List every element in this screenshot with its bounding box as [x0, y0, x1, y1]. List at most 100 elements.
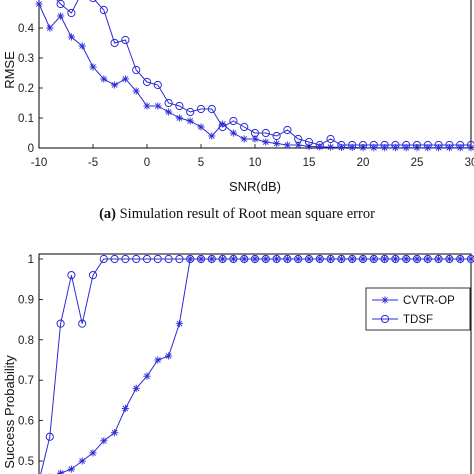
success-series-1-point — [143, 372, 151, 380]
success-series-1-point — [67, 465, 75, 473]
rmse-x-tick-label: 10 — [249, 157, 262, 169]
success-series-2-point — [175, 254, 184, 264]
rmse-series-1-point — [100, 75, 108, 83]
rmse-series-2-point — [294, 134, 303, 144]
success-series-2-point — [67, 271, 76, 280]
success-series-2-point — [337, 254, 346, 264]
rmse-series-2-point — [402, 140, 411, 150]
success-series-2-point — [304, 254, 314, 264]
success-series-2-point — [218, 254, 227, 264]
rmse-y-ticks: 0 0.1 0.2 0.3 0.4 — [18, 23, 43, 155]
rmse-x-tick-label: -5 — [88, 157, 98, 169]
success-series-2-point — [250, 254, 260, 264]
success-series-2-point — [186, 254, 195, 264]
legend-box — [365, 287, 471, 331]
caption-text: Simulation result of Root mean square er… — [116, 206, 375, 222]
rmse-series-2-point — [99, 5, 108, 15]
success-series-2-point — [348, 254, 357, 264]
rmse-y-tick-label: 0.3 — [18, 53, 34, 65]
rmse-series-2-point — [315, 140, 324, 150]
rmse-x-tick-label: 15 — [303, 157, 316, 169]
rmse-series-2-point — [326, 134, 335, 144]
success-y-ticks: 0.5 0.6 0.7 0.8 0.9 1 — [18, 254, 43, 468]
rmse-y-tick-label: 0.2 — [18, 83, 34, 95]
rmse-series-1-point — [165, 108, 173, 116]
success-y-tick-label: 0.5 — [18, 456, 34, 468]
success-series-2-point — [99, 254, 108, 264]
rmse-series-1-point — [35, 0, 43, 8]
success-series-2-point — [272, 254, 281, 264]
rmse-y-tick-label: 0 — [28, 143, 34, 155]
success-y-tick-label: 0.6 — [18, 416, 34, 428]
success-series-1-point — [100, 437, 108, 445]
success-series-2-point — [240, 254, 249, 264]
rmse-series-1-point — [111, 81, 119, 89]
rmse-series-1-point — [435, 144, 443, 152]
rmse-x-tick-label: -10 — [31, 157, 48, 169]
rmse-series-1-point — [283, 141, 291, 149]
rmse-series-2-point — [67, 8, 76, 18]
legend-marker-2 — [380, 314, 390, 324]
success-series-2-point — [402, 254, 411, 264]
success-series-1-point — [175, 320, 183, 328]
rmse-series-1-point — [121, 75, 129, 83]
rmse-series-2-point — [445, 140, 454, 150]
success-series-2-point — [456, 254, 465, 264]
success-series-2-point — [326, 254, 335, 264]
rmse-series-2-point — [250, 128, 260, 138]
success-series-2-point — [142, 254, 152, 264]
rmse-x-tick-label: 30 — [465, 157, 474, 169]
success-series-1-point — [154, 356, 162, 364]
success-y-tick-label: 0.7 — [18, 375, 34, 387]
success-series-2-point — [391, 254, 400, 264]
rmse-series-2-point — [412, 140, 422, 150]
legend-marker-1 — [381, 296, 389, 304]
rmse-series-2-point — [369, 140, 378, 150]
rmse-series-1-point — [154, 102, 162, 110]
rmse-series-1-point — [67, 33, 75, 41]
rmse-series-1-point — [208, 132, 216, 140]
success-series-2-point — [283, 254, 292, 264]
rmse-series-2-point — [358, 140, 368, 150]
rmse-series-2-point — [261, 128, 270, 138]
success-series-2-point — [445, 254, 454, 264]
success-series-2-point — [132, 254, 141, 264]
rmse-series-2-point — [186, 107, 195, 117]
success-series-2-point — [78, 319, 87, 328]
success-series-2-point — [358, 254, 368, 264]
success-series-2-point — [153, 254, 162, 264]
success-series-1-point — [132, 384, 140, 392]
success-series-2-point — [207, 254, 216, 264]
rmse-series-1-point — [273, 139, 281, 148]
success-y-tick-label: 1 — [28, 254, 34, 266]
success-series-2-point — [423, 254, 432, 264]
rmse-x-tick-label: 5 — [198, 157, 204, 169]
rmse-plot-frame — [38, 0, 472, 149]
success-series-2-point — [45, 432, 54, 441]
rmse-x-tick-label: 0 — [144, 157, 150, 169]
success-plot-frame — [38, 253, 472, 474]
success-series-2-point — [369, 254, 378, 264]
rmse-series-2-point — [132, 65, 141, 75]
success-series-2-point — [261, 254, 270, 264]
rmse-series-2-point — [218, 122, 227, 132]
rmse-series-2-point — [272, 131, 281, 141]
rmse-series-2-point — [240, 122, 249, 132]
success-series-1-point — [121, 404, 129, 413]
rmse-series-1-point — [46, 24, 54, 32]
rmse-series-2-point — [229, 116, 238, 126]
success-series-1-point — [111, 429, 119, 437]
legend: CVTR-OP TDSF — [365, 287, 471, 331]
success-series-2-point — [56, 319, 65, 328]
rmse-series-2-point — [456, 140, 465, 150]
rmse-series-1-point — [327, 143, 335, 151]
rmse-series-1-point — [229, 129, 237, 137]
success-series-2-point — [315, 254, 324, 264]
rmse-series-1-point — [132, 87, 140, 95]
rmse-series-2-point — [348, 140, 357, 150]
rmse-y-axis-label: RMSE — [2, 51, 17, 89]
rmse-series-2-point — [121, 35, 130, 45]
rmse-series-1-point — [175, 114, 183, 122]
success-series-2-point — [294, 254, 303, 264]
rmse-series-2-point — [380, 140, 389, 150]
